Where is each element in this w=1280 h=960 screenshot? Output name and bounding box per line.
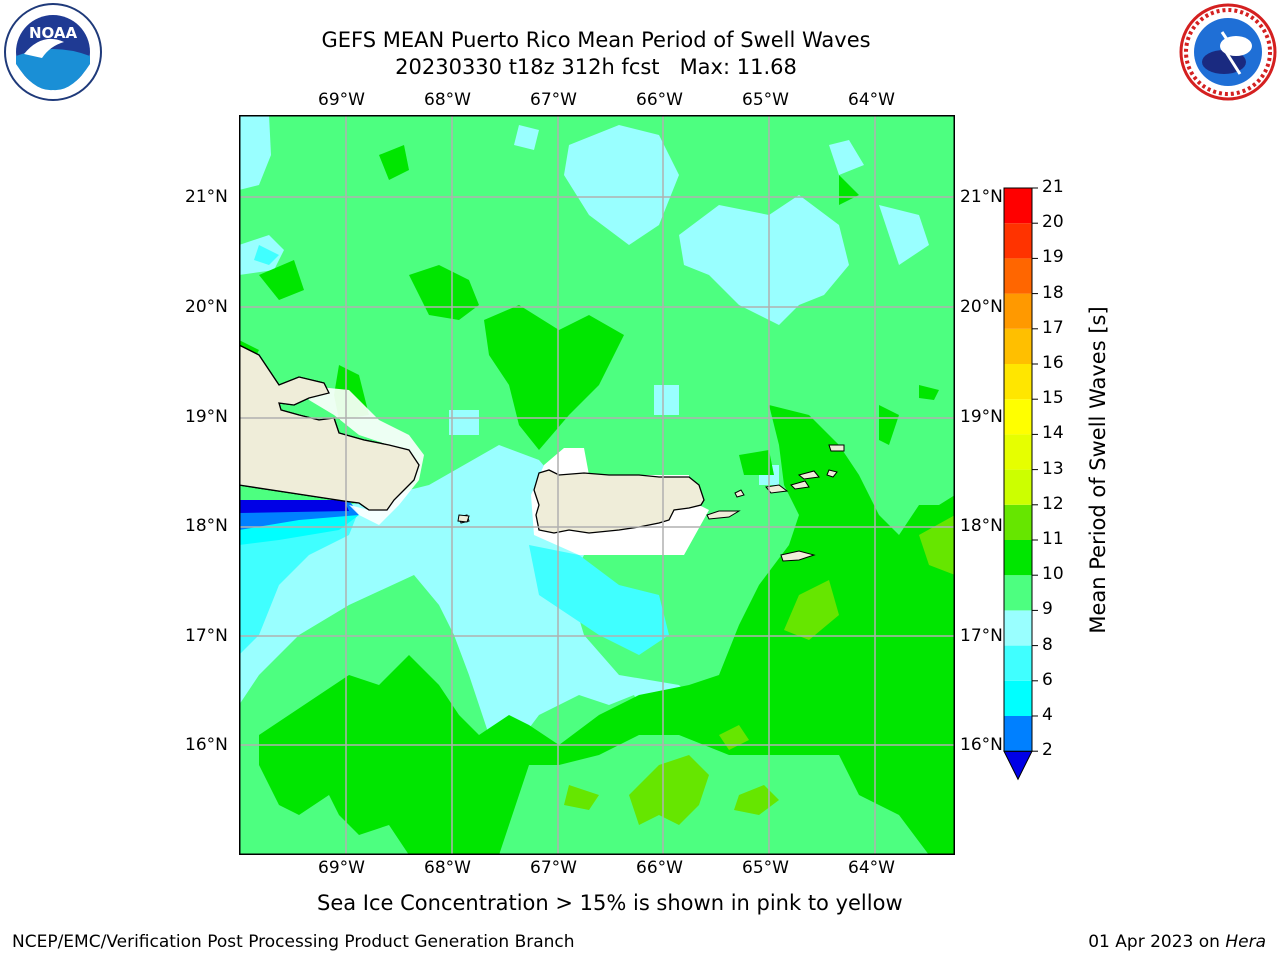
lat-label-left: 17°N (185, 626, 228, 646)
field-11-12 (564, 515, 955, 825)
colorbar-band (1004, 188, 1032, 224)
colorbar-tick-label: 21 (1042, 177, 1064, 197)
map-panel[interactable] (239, 115, 955, 855)
colorbar (1003, 187, 1038, 781)
lat-label-right: 20°N (960, 297, 1003, 317)
colorbar-band (1004, 434, 1032, 470)
colorbar-tick-label: 20 (1042, 212, 1064, 233)
colorbar-band (1004, 328, 1032, 364)
sea-ice-caption: Sea Ice Concentration > 15% is shown in … (317, 891, 903, 915)
map-subtitle: 20230330 t18z 312h fcst Max: 11.68 (395, 55, 797, 79)
lon-label-top: 69°W (318, 90, 365, 110)
colorbar-band (1004, 716, 1032, 752)
colorbar-tick-label: 10 (1042, 564, 1064, 585)
colorbar-tick-label: 16 (1042, 353, 1064, 373)
coast-halo (299, 385, 424, 525)
lon-label-top: 65°W (742, 90, 789, 110)
lon-label-bottom: 66°W (636, 858, 683, 878)
lon-label-top: 67°W (530, 90, 577, 110)
lat-label-right: 18°N (960, 516, 1003, 536)
footer-machine: Hera (1225, 932, 1266, 952)
map-frame (239, 115, 955, 855)
colorbar-tick-label: 14 (1042, 423, 1064, 444)
hispaniola-coast (239, 344, 420, 511)
map-title: GEFS MEAN Puerto Rico Mean Period of Swe… (321, 28, 871, 52)
graticule (239, 115, 955, 855)
colorbar-band (1004, 645, 1032, 681)
colorbar-tick-label: 19 (1042, 247, 1064, 268)
colorbar-band (1004, 680, 1032, 716)
lon-label-bottom: 64°W (848, 858, 895, 878)
colorbar-tick-label: 11 (1042, 529, 1064, 549)
lat-label-left: 20°N (185, 297, 228, 317)
colorbar-band (1004, 223, 1032, 259)
lon-label-bottom: 69°W (318, 858, 365, 878)
puerto-rico-land (533, 469, 705, 534)
colorbar-band (1004, 610, 1032, 646)
footer-credit: NCEP/EMC/Verification Post Processing Pr… (12, 932, 575, 952)
colorbar-tick-label: 15 (1042, 388, 1064, 409)
colorbar-band (1004, 504, 1032, 540)
lat-label-right: 17°N (960, 626, 1003, 646)
lon-label-bottom: 67°W (530, 858, 577, 878)
lat-label-right: 16°N (960, 735, 1003, 755)
lat-label-left: 18°N (185, 516, 228, 536)
colorbar-extension (1003, 750, 1033, 781)
virgin-islands (457, 444, 845, 562)
lat-label-left: 16°N (185, 735, 228, 755)
colorbar-band (1004, 469, 1032, 505)
lat-label-left: 19°N (185, 407, 228, 427)
field-6-8 (239, 245, 669, 655)
colorbar-band (1004, 258, 1032, 294)
colorbar-tick-label: 17 (1042, 317, 1064, 338)
colorbar-tick-label: 12 (1042, 493, 1064, 514)
field-below-2 (239, 500, 349, 513)
lon-label-top: 66°W (636, 90, 683, 110)
lat-label-left: 21°N (185, 187, 228, 207)
colorbar-band (1004, 575, 1032, 611)
colorbar-tick-label: 9 (1042, 599, 1053, 620)
colorbar-tick-label: 13 (1042, 458, 1064, 479)
colorbar-band (1004, 293, 1032, 329)
colorbar-tick-label: 6 (1042, 669, 1053, 690)
field-10-11 (239, 145, 955, 855)
colorbar-tick-label: 8 (1042, 634, 1053, 655)
colorbar-band (1004, 540, 1032, 576)
colorbar-tick-label: 2 (1042, 740, 1053, 761)
colorbar-title: Mean Period of Swell Waves [s] (1086, 306, 1110, 634)
lat-label-right: 21°N (960, 187, 1003, 207)
footer-date-text: 01 Apr 2023 on (1088, 932, 1226, 952)
footer-date: 01 Apr 2023 on Hera (1088, 932, 1266, 952)
colorbar-band (1004, 364, 1032, 400)
colorbar-tick-label: 18 (1042, 282, 1064, 303)
noaa-logo-text: NOAA (28, 24, 78, 42)
lon-label-bottom: 68°W (424, 858, 471, 878)
lon-label-bottom: 65°W (742, 858, 789, 878)
lon-label-top: 68°W (424, 90, 471, 110)
colorbar-band (1004, 399, 1032, 435)
noaa-logo-icon: NOAA (2, 2, 104, 102)
lon-label-top: 64°W (848, 90, 895, 110)
nws-logo-icon (1178, 2, 1278, 102)
lat-label-right: 19°N (960, 407, 1003, 427)
colorbar-tick-label: 4 (1042, 705, 1053, 725)
